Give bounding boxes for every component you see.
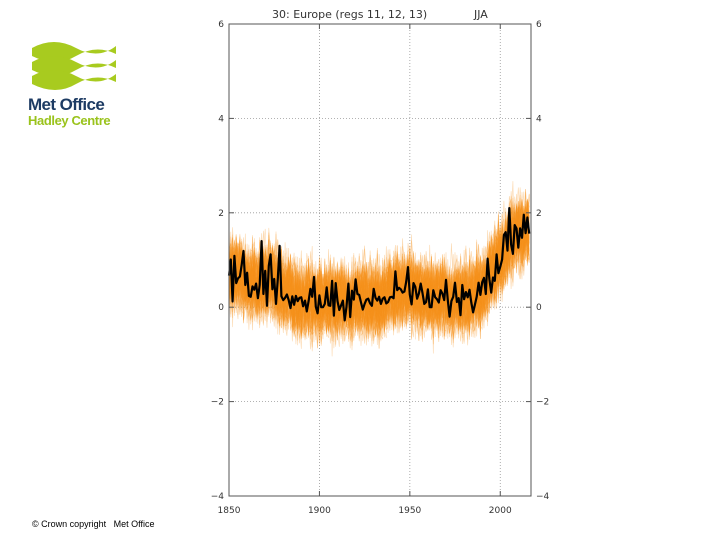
- ensemble-member-line: [228, 212, 530, 336]
- y-tick-label-left: 4: [218, 114, 224, 124]
- y-tick-label-right: 0: [536, 303, 542, 313]
- y-tick-label-right: −2: [536, 398, 549, 408]
- y-tick-label-left: 0: [218, 303, 224, 313]
- y-tick-label-left: 2: [218, 209, 224, 219]
- ensemble-member-line: [228, 202, 530, 343]
- ensemble-member-line: [228, 206, 530, 340]
- ensemble-member-line: [228, 204, 530, 342]
- ensemble-member-line: [228, 203, 530, 329]
- x-tick-label: 1850: [218, 506, 241, 516]
- ensemble-member-line: [228, 208, 530, 349]
- axis-ticks: −4 −4 −2 −2 0 0 2 2 4 4 6 6 1850 1900 1950 2000: [211, 20, 550, 516]
- ensemble-member-line: [228, 196, 530, 335]
- ensemble-member-line: [228, 213, 530, 349]
- ensemble-members: [228, 181, 530, 357]
- ensemble-member-line: [228, 206, 530, 349]
- ensemble-member-line: [228, 206, 530, 335]
- ensemble-member-line: [228, 211, 530, 331]
- ensemble-member-line: [228, 209, 530, 350]
- chart-title: 30: Europe (regs 11, 12, 13): [272, 8, 427, 21]
- ensemble-member-line: [228, 187, 530, 346]
- x-tick-label: 1900: [308, 506, 331, 516]
- ensemble-member-line: [228, 193, 530, 342]
- ensemble-member-line: [228, 199, 530, 351]
- ensemble-member-line: [228, 213, 530, 349]
- y-tick-label-right: −4: [536, 492, 550, 502]
- ensemble-member-line: [228, 202, 530, 338]
- x-tick-label: 1950: [398, 506, 421, 516]
- chart-season: JJA: [473, 8, 488, 21]
- ensemble-member-line: [228, 214, 530, 338]
- ensemble-member-line: [228, 211, 530, 333]
- grid-lines: [229, 24, 531, 496]
- ensemble-member-line: [228, 206, 530, 336]
- ensemble-member-line: [228, 213, 530, 333]
- met-office-logo: Met Office Hadley Centre: [28, 34, 120, 128]
- ensemble-member-line: [228, 204, 530, 344]
- ensemble-member-line: [228, 221, 530, 335]
- ensemble-member-line: [228, 206, 530, 343]
- met-office-wave-icon: [32, 42, 116, 90]
- logo-subname: Hadley Centre: [28, 113, 111, 128]
- ensemble-member-line: [228, 191, 530, 340]
- y-tick-label-left: −4: [211, 492, 225, 502]
- logo-name: Met Office: [28, 95, 105, 114]
- ensemble-member-line: [228, 194, 530, 331]
- y-tick-label-right: 6: [536, 20, 542, 30]
- y-tick-label-right: 2: [536, 209, 542, 219]
- ensemble-member-line: [228, 208, 530, 357]
- ensemble-member-line: [228, 217, 530, 344]
- ensemble-member-line: [228, 215, 530, 337]
- copyright-text: © Crown copyright Met Office: [32, 519, 155, 529]
- ensemble-member-line: [228, 201, 530, 340]
- ensemble-member-line: [228, 210, 530, 347]
- ensemble-member-line: [228, 204, 530, 342]
- ensemble-member-line: [228, 204, 530, 340]
- ensemble-member-line: [228, 204, 530, 342]
- plot-frame: [228, 23, 532, 497]
- ensemble-member-line: [228, 208, 530, 342]
- ensemble-member-line: [228, 207, 530, 341]
- y-tick-label-right: 4: [536, 114, 542, 124]
- ensemble-member-line: [228, 201, 530, 345]
- ensemble-member-line: [228, 198, 530, 337]
- y-tick-label-left: −2: [211, 398, 224, 408]
- ensemble-member-line: [228, 210, 530, 338]
- ensemble-member-line: [228, 188, 530, 335]
- observed-series-line: [227, 207, 531, 322]
- ensemble-member-line: [228, 207, 530, 340]
- ensemble-member-line: [228, 187, 530, 345]
- ensemble-member-line: [228, 204, 530, 341]
- ensemble-member-line: [228, 204, 530, 349]
- ensemble-member-line: [228, 202, 530, 335]
- ensemble-member-line: [228, 211, 530, 334]
- y-tick-label-left: 6: [218, 20, 224, 30]
- x-tick-label: 2000: [489, 506, 512, 516]
- ensemble-member-line: [228, 196, 530, 346]
